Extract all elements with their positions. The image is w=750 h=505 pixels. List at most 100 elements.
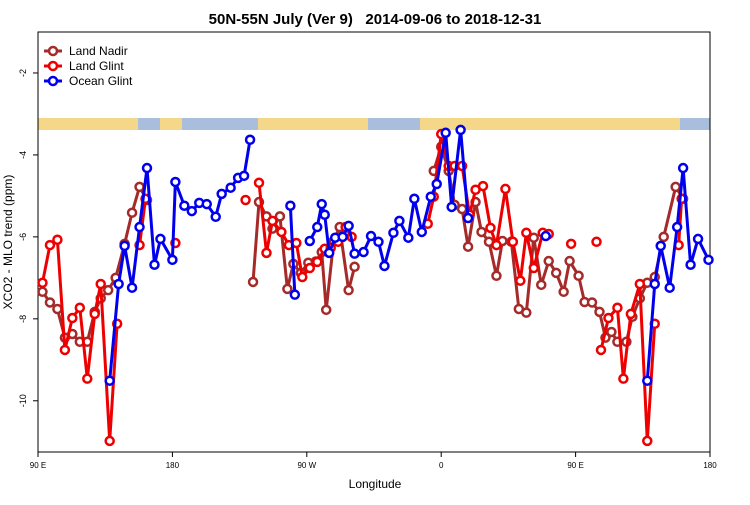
data-point — [425, 191, 436, 202]
data-point — [276, 226, 287, 238]
series-line — [108, 128, 710, 381]
data-point — [685, 259, 696, 270]
y-tick-label: -10 — [18, 394, 28, 407]
data-point — [670, 181, 681, 193]
x-tick-label: 90 E — [567, 461, 583, 470]
y-axis-label: XCO2 - MLO trend (ppm) — [1, 175, 15, 310]
data-point — [664, 282, 675, 293]
data-point — [455, 124, 466, 136]
data-point — [167, 254, 178, 266]
data-point — [634, 278, 646, 290]
strip-land — [258, 118, 368, 130]
data-point — [274, 211, 286, 222]
data-point — [403, 232, 414, 243]
data-point — [642, 435, 653, 447]
data-point — [485, 222, 496, 234]
legend-label: Land Nadir — [69, 44, 128, 58]
data-point — [297, 271, 308, 283]
data-point — [595, 344, 607, 356]
data-point — [141, 162, 153, 174]
data-point — [225, 182, 236, 193]
data-point — [312, 256, 323, 268]
y-tick-label: -8 — [18, 315, 28, 323]
y-tick-label: -4 — [18, 151, 28, 159]
data-point — [74, 302, 86, 314]
chart-title: 50N-55N July (Ver 9) 2014-09-06 to 2018-… — [209, 11, 542, 28]
data-point — [536, 279, 547, 291]
data-point — [528, 262, 540, 274]
data-point — [521, 227, 532, 239]
data-point — [603, 312, 614, 324]
data-point — [365, 230, 377, 242]
data-point — [477, 180, 489, 192]
data-point — [104, 375, 115, 386]
y-tick-label: -6 — [18, 233, 28, 241]
data-point — [440, 127, 451, 139]
data-point — [238, 170, 250, 182]
data-point — [323, 247, 335, 259]
data-point — [104, 435, 115, 447]
data-point — [379, 260, 390, 272]
data-point — [528, 232, 540, 243]
data-point — [521, 307, 532, 318]
data-point — [119, 240, 130, 252]
data-point — [658, 231, 669, 243]
legend-marker — [47, 75, 59, 87]
data-point — [337, 231, 348, 243]
data-point — [388, 227, 399, 239]
data-point — [89, 308, 100, 320]
data-point — [312, 221, 323, 233]
data-point — [343, 284, 354, 296]
legend-marker — [47, 60, 59, 72]
data-point — [282, 283, 293, 295]
data-point — [155, 233, 166, 245]
x-tick-label: 0 — [439, 461, 444, 470]
data-point — [349, 261, 360, 273]
data-point — [462, 212, 474, 224]
series — [104, 124, 714, 386]
plot-frame — [37, 31, 711, 453]
data-point — [52, 234, 63, 245]
strip-land — [160, 118, 182, 130]
data-point — [431, 178, 442, 190]
x-tick-label: 180 — [166, 461, 180, 470]
data-point — [394, 215, 405, 227]
data-point — [240, 194, 251, 206]
data-point — [416, 226, 428, 238]
x-tick-label: 180 — [703, 461, 717, 470]
strip-land — [38, 118, 138, 130]
data-point — [201, 198, 212, 210]
data-point — [244, 134, 256, 146]
data-point — [655, 240, 666, 252]
data-point — [304, 262, 316, 274]
x-tick-label: 90 W — [297, 461, 316, 470]
data-point — [316, 198, 327, 210]
data-point — [304, 235, 316, 247]
data-point — [261, 247, 272, 259]
data-point — [558, 286, 569, 298]
land-sea-strip — [38, 118, 710, 130]
data-point — [82, 373, 93, 384]
data-point — [671, 221, 683, 233]
data-point — [289, 289, 301, 300]
x-axis-label: Longitude — [349, 477, 402, 491]
data-point — [44, 297, 56, 308]
data-point — [126, 282, 138, 293]
data-point — [462, 241, 474, 252]
data-point — [67, 312, 78, 324]
data-point — [573, 270, 584, 282]
data-point — [52, 303, 63, 315]
data-point — [618, 373, 629, 384]
data-point — [507, 236, 519, 248]
data-point — [134, 181, 145, 193]
data-point — [37, 277, 48, 289]
data-point — [349, 248, 360, 259]
data-point — [210, 211, 221, 223]
strip-land — [420, 118, 680, 130]
data-point — [95, 278, 106, 290]
data-point — [267, 215, 278, 227]
data-point — [612, 302, 623, 314]
data-point — [540, 230, 551, 242]
legend-label: Ocean Glint — [69, 74, 133, 88]
data-point — [102, 284, 114, 296]
